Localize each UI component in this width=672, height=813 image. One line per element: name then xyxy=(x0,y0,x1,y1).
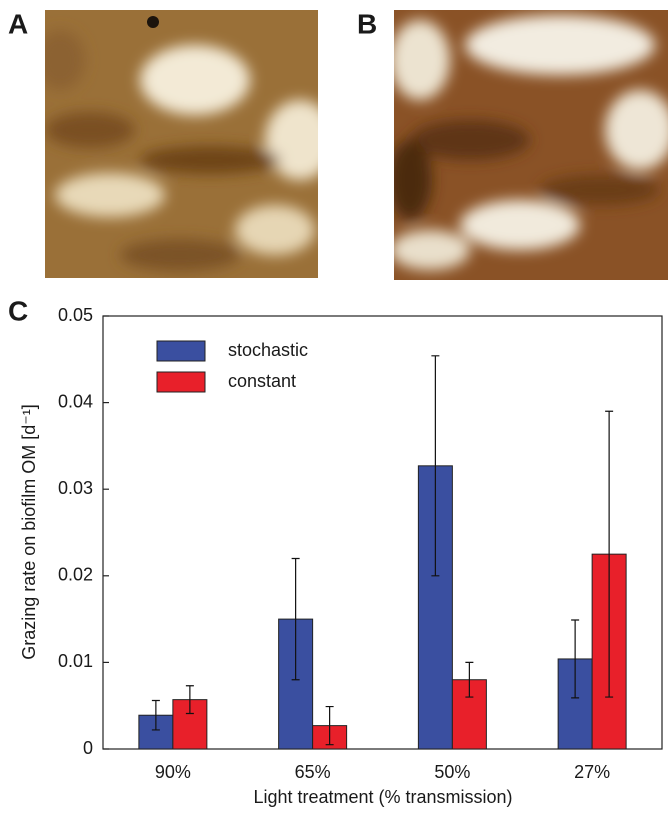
x-tick-label: 90% xyxy=(155,762,191,782)
error-bar xyxy=(571,619,580,699)
photo-b xyxy=(394,10,668,280)
error-bar xyxy=(325,705,334,746)
panel-label: C xyxy=(8,295,28,326)
legend-swatch xyxy=(156,340,206,362)
plot-frame xyxy=(102,315,663,750)
y-tick-label: 0.01 xyxy=(58,651,93,671)
panel-label: B xyxy=(357,8,377,39)
legend-label: constant xyxy=(228,371,296,391)
error-bar xyxy=(291,557,300,681)
x-tick-label: 65% xyxy=(295,762,331,782)
y-tick-label: 0.04 xyxy=(58,391,93,411)
panel-label: A xyxy=(8,8,28,39)
y-tick-label: 0 xyxy=(83,738,93,758)
legend-label: stochastic xyxy=(228,340,308,360)
error-bar xyxy=(605,410,614,698)
legend-swatch xyxy=(156,371,206,393)
x-axis-title: Light treatment (% transmission) xyxy=(253,787,512,807)
error-bar xyxy=(151,699,160,731)
error-bar xyxy=(185,685,194,715)
error-bar xyxy=(465,661,474,698)
x-tick-label: 27% xyxy=(574,762,610,782)
error-bar xyxy=(431,355,440,577)
y-axis-title: Grazing rate on biofilm OM [d⁻¹] xyxy=(19,404,39,660)
photo-a xyxy=(45,10,318,278)
y-tick-label: 0.02 xyxy=(58,565,93,585)
x-tick-label: 50% xyxy=(434,762,470,782)
y-tick-label: 0.05 xyxy=(58,305,93,325)
y-tick-label: 0.03 xyxy=(58,478,93,498)
